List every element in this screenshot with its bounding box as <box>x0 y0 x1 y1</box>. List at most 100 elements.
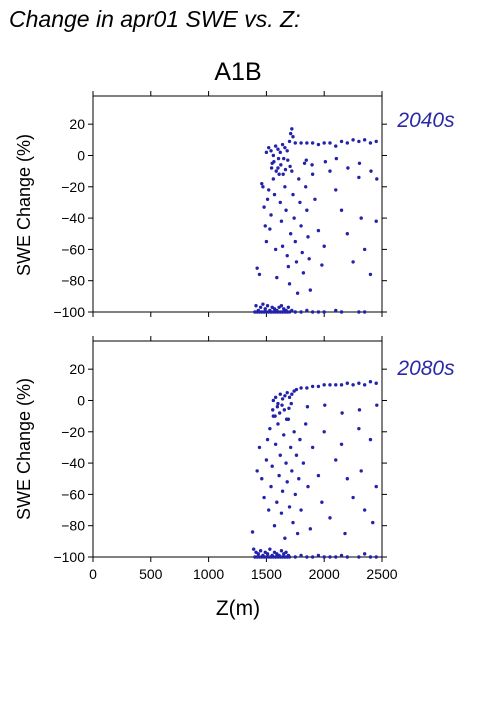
data-point <box>256 552 261 556</box>
data-point <box>255 266 259 270</box>
data-point <box>290 392 294 396</box>
data-point <box>374 219 378 223</box>
data-point <box>345 477 350 481</box>
data-point <box>345 141 350 145</box>
data-point <box>291 520 295 525</box>
data-point <box>305 555 309 559</box>
data-point <box>278 150 282 155</box>
data-point <box>374 555 378 559</box>
data-point <box>287 406 291 411</box>
data-point <box>264 458 269 462</box>
data-point <box>284 417 289 421</box>
y-tick-label: −60 <box>61 241 85 257</box>
data-point <box>286 305 291 310</box>
data-point <box>273 247 278 252</box>
data-point <box>276 156 281 161</box>
data-point <box>298 437 302 442</box>
data-point <box>294 387 299 392</box>
data-point <box>323 160 328 164</box>
data-point <box>287 139 292 144</box>
data-point <box>322 244 326 248</box>
data-point <box>320 263 324 267</box>
data-point <box>277 172 281 176</box>
x-tick-label: 1000 <box>193 566 224 582</box>
data-point <box>287 395 292 400</box>
data-point <box>357 310 361 314</box>
data-point <box>297 177 301 181</box>
data-point <box>277 473 281 478</box>
data-point <box>258 305 263 310</box>
data-point <box>374 381 378 385</box>
data-point <box>345 232 350 236</box>
period-label-2040s: 2040s <box>396 109 455 132</box>
data-point <box>375 177 379 181</box>
data-point <box>316 310 321 314</box>
data-point <box>277 411 282 415</box>
data-point <box>310 172 315 176</box>
data-point <box>268 227 272 231</box>
data-point <box>340 411 344 415</box>
data-point <box>305 208 309 212</box>
data-point <box>304 422 308 426</box>
data-point <box>274 169 278 173</box>
y-axis-label-2080s: SWE Change (%) <box>14 378 34 520</box>
data-point <box>281 172 285 176</box>
data-point <box>282 433 286 437</box>
data-point <box>276 147 280 151</box>
data-point <box>267 188 271 192</box>
data-point <box>286 158 290 162</box>
data-point <box>293 492 297 497</box>
data-point <box>285 149 289 153</box>
data-point <box>257 445 262 450</box>
data-point <box>255 469 259 473</box>
y-tick-label: 20 <box>69 361 85 377</box>
data-point <box>334 458 338 462</box>
data-point <box>322 430 326 434</box>
data-point <box>362 247 367 252</box>
data-point <box>357 426 361 431</box>
y-tick-label: −20 <box>61 424 85 440</box>
data-point <box>316 384 321 389</box>
data-point <box>351 260 355 264</box>
data-point <box>375 403 379 407</box>
data-point <box>339 310 344 314</box>
data-point <box>284 461 288 465</box>
data-point <box>271 398 276 403</box>
data-point <box>302 161 307 166</box>
data-point <box>272 523 277 528</box>
panel-2040s: 20 0 −20 −40 −60 −80 −100 <box>53 91 387 320</box>
data-point <box>254 304 258 308</box>
y-tick-label: −100 <box>53 549 85 565</box>
x-tick-label: 2500 <box>366 566 397 582</box>
data-point <box>345 381 350 385</box>
data-point <box>288 131 293 136</box>
data-point <box>273 395 278 400</box>
data-point <box>271 177 276 181</box>
y-axis-label-2040s: SWE Change (%) <box>14 134 34 276</box>
data-point <box>276 422 280 426</box>
data-point <box>273 414 277 418</box>
data-point <box>339 208 344 212</box>
data-point <box>265 437 270 442</box>
data-point <box>334 308 338 313</box>
data-point <box>282 156 286 161</box>
data-point <box>357 139 361 144</box>
data-point <box>275 275 279 280</box>
data-point <box>251 547 256 551</box>
data-point <box>339 553 344 558</box>
data-point <box>362 508 367 512</box>
data-point <box>276 166 280 170</box>
data-point <box>346 166 350 170</box>
data-point <box>359 216 363 220</box>
data-point <box>362 383 367 387</box>
data-point <box>279 219 284 223</box>
data-point <box>328 516 332 520</box>
data-point <box>283 145 287 150</box>
data-point <box>285 253 289 258</box>
data-point <box>260 477 264 481</box>
data-point <box>368 555 373 559</box>
data-point <box>307 257 311 261</box>
scenario-label: A1B <box>214 58 261 86</box>
data-point <box>265 552 270 556</box>
